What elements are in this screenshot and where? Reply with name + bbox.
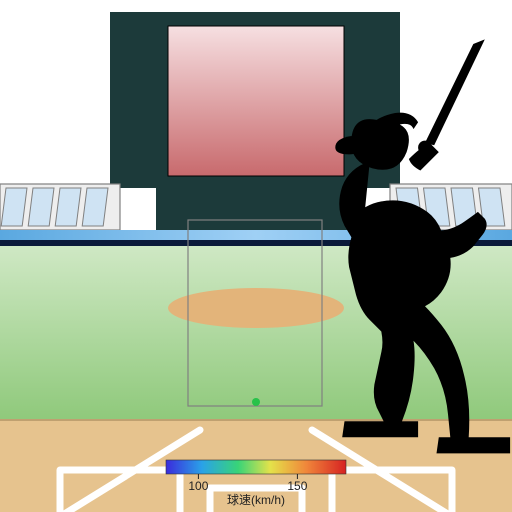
legend-title: 球速(km/h) xyxy=(227,493,285,507)
pitch-chart: 100 150球速(km/h) xyxy=(0,0,512,512)
pitchers-mound xyxy=(168,288,344,328)
legend-tick-label: 100 xyxy=(188,479,208,493)
stage-svg: 100 150球速(km/h) xyxy=(0,0,512,512)
pitch-location-point xyxy=(252,398,260,406)
legend-tick-label: 150 xyxy=(287,479,307,493)
